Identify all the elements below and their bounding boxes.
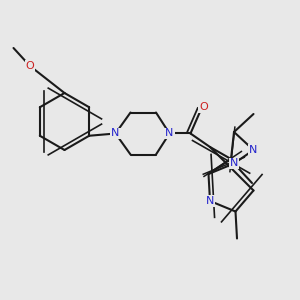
Text: N: N: [111, 128, 120, 139]
Text: N: N: [206, 196, 214, 206]
Text: O: O: [26, 61, 34, 71]
Text: N: N: [230, 158, 238, 169]
Text: N: N: [249, 145, 258, 155]
Text: O: O: [199, 102, 208, 112]
Text: N: N: [165, 128, 174, 139]
